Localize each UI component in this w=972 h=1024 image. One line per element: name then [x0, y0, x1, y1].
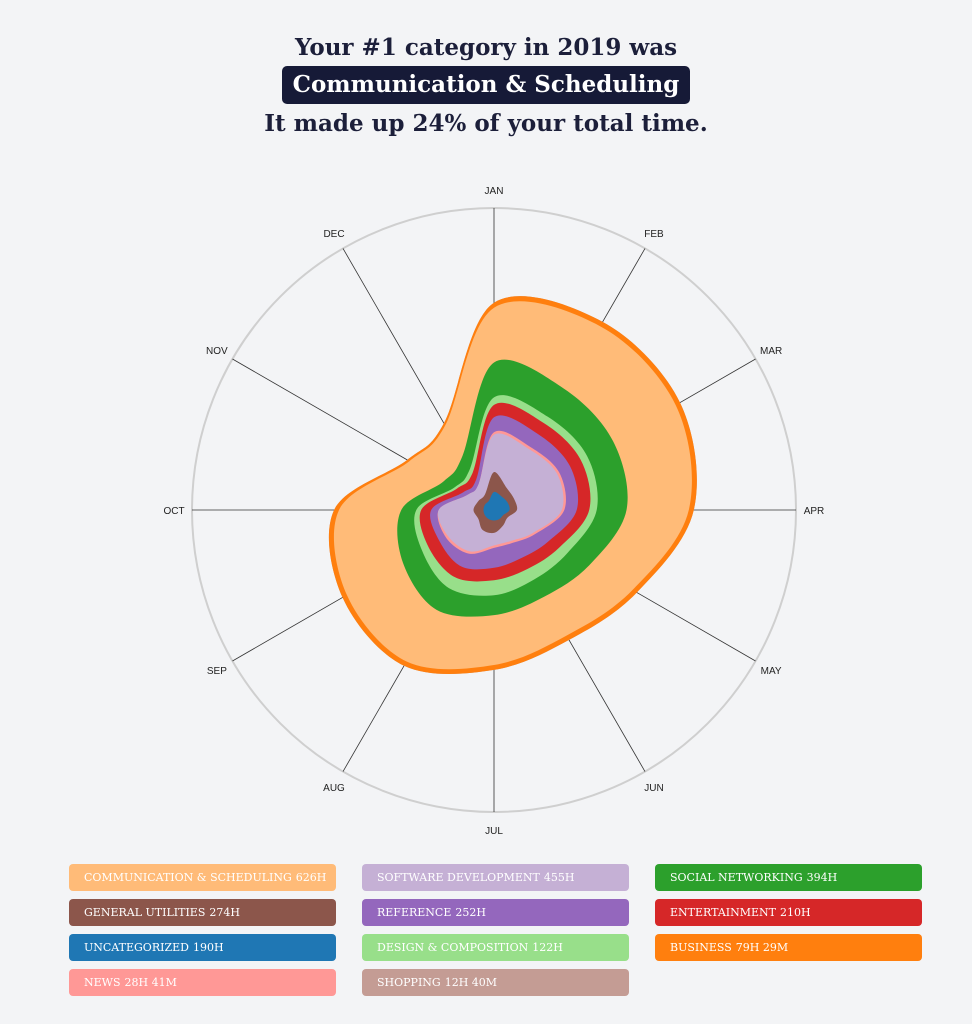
legend-item-shopping[interactable]: SHOPPING 12H 40M	[362, 969, 629, 996]
radial-chart: JAN FEB MAR APR MAY JUN JUL AUG SEP OCT NOV DEC	[163, 186, 825, 837]
legend-item-name: REFERENCE	[377, 906, 452, 919]
legend-item-total: 28H 41M	[124, 976, 177, 989]
month-label-jan: JAN	[485, 186, 504, 197]
month-label-feb: FEB	[644, 229, 664, 240]
month-label-sep: SEP	[207, 666, 227, 677]
legend-item-total: 79H 29M	[735, 941, 789, 954]
month-label-may: MAY	[761, 666, 782, 677]
legend-item-name: UNCATEGORIZED	[84, 941, 189, 954]
legend-item-total: 210H	[780, 906, 811, 919]
area-uncategorized	[483, 491, 510, 521]
legend-item-name: NEWS	[84, 976, 121, 989]
headline-line-1: Your #1 category in 2019 was	[294, 34, 678, 61]
month-label-nov: NOV	[206, 346, 228, 357]
legend-item-total: 274H	[209, 906, 240, 919]
headline: Your #1 category in 2019 was Communicati…	[0, 30, 972, 142]
legend-item-design-composition[interactable]: DESIGN & COMPOSITION 122H	[362, 934, 629, 961]
legend-item-business[interactable]: BUSINESS 79H 29M	[655, 934, 922, 961]
legend-item-total: 122H	[532, 941, 563, 954]
month-label-aug: AUG	[323, 783, 345, 794]
legend-item-total: 12H 40M	[444, 976, 498, 989]
legend-item-reference[interactable]: REFERENCE 252H	[362, 899, 629, 926]
legend-item-name: COMMUNICATION & SCHEDULING	[84, 871, 292, 884]
month-label-jun: JUN	[644, 783, 663, 794]
month-label-dec: DEC	[323, 229, 344, 240]
legend-item-total: 190H	[192, 941, 224, 954]
month-label-apr: APR	[804, 506, 825, 517]
month-label-mar: MAR	[760, 346, 782, 357]
headline-line-3: It made up 24% of your total time.	[264, 110, 708, 137]
legend-item-general-utilities[interactable]: GENERAL UTILITIES 274H	[69, 899, 336, 926]
legend-item-social-networking[interactable]: SOCIAL NETWORKING 394H	[655, 864, 922, 891]
legend-item-name: GENERAL UTILITIES	[84, 906, 206, 919]
legend: COMMUNICATION & SCHEDULING 626H SOFTWARE D…	[69, 864, 922, 996]
month-label-jul: JUL	[485, 826, 503, 837]
month-label-oct: OCT	[163, 506, 184, 517]
legend-item-name: ENTERTAINMENT	[670, 906, 777, 919]
legend-item-name: DESIGN & COMPOSITION	[377, 941, 529, 954]
legend-item-name: SHOPPING	[377, 976, 441, 989]
headline-pill-wrap: Communication & Scheduling	[0, 66, 972, 106]
legend-item-name: BUSINESS	[670, 941, 732, 954]
top-category-highlight: Communication & Scheduling	[281, 66, 691, 104]
legend-item-entertainment[interactable]: ENTERTAINMENT 210H	[655, 899, 922, 926]
legend-item-total: 455H	[543, 871, 575, 884]
legend-item-uncategorized[interactable]: UNCATEGORIZED 190H	[69, 934, 336, 961]
legend-item-communication-scheduling[interactable]: COMMUNICATION & SCHEDULING 626H	[69, 864, 336, 891]
legend-item-software-development[interactable]: SOFTWARE DEVELOPMENT 455H	[362, 864, 629, 891]
legend-item-total: 252H	[455, 906, 486, 919]
legend-item-name: SOFTWARE DEVELOPMENT	[377, 871, 540, 884]
legend-item-news[interactable]: NEWS 28H 41M	[69, 969, 336, 996]
legend-item-total: 626H	[295, 871, 327, 884]
legend-item-name: SOCIAL NETWORKING	[670, 871, 803, 884]
legend-item-total: 394H	[806, 871, 838, 884]
